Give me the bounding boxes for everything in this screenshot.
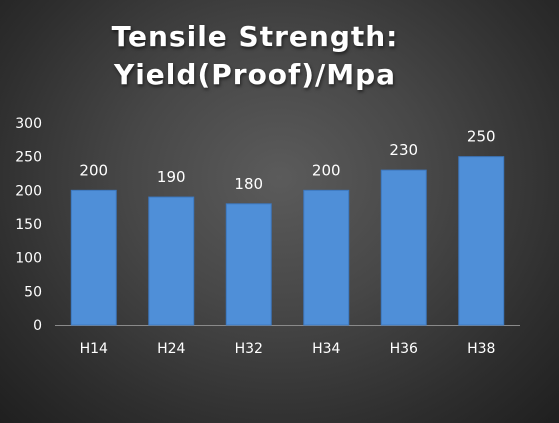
chart-title-line-1: Tensile Strength:	[111, 20, 399, 53]
y-tick-label: 150	[15, 217, 42, 233]
x-tick-label-h34: H34	[312, 341, 340, 357]
bar-h34	[303, 189, 350, 326]
y-tick-label: 0	[33, 318, 42, 334]
data-label-h34: 200	[312, 161, 341, 179]
bar-h38	[458, 156, 505, 326]
data-label-h14: 200	[79, 161, 108, 179]
x-tick-label-h24: H24	[157, 341, 185, 357]
y-tick-label: 50	[24, 284, 42, 300]
chart-title-line-2: Yield(Proof)/Mpa	[113, 58, 397, 91]
y-tick-label: 250	[15, 150, 42, 166]
x-tick-label-h14: H14	[80, 341, 108, 357]
bar-h32	[225, 203, 272, 326]
data-label-h36: 230	[389, 141, 418, 159]
data-label-h24: 190	[157, 168, 186, 186]
y-tick-label: 300	[15, 116, 42, 132]
y-tick-label: 200	[15, 183, 42, 199]
x-tick-label-h38: H38	[467, 341, 495, 357]
x-tick-label-h32: H32	[235, 341, 263, 357]
data-label-h38: 250	[467, 128, 496, 146]
bar-h14	[70, 189, 117, 326]
x-tick-label-h36: H36	[390, 341, 418, 357]
chart-title: Tensile Strength: Yield(Proof)/Mpa	[0, 18, 510, 94]
bar-h36	[380, 169, 427, 326]
bar-h24	[148, 196, 195, 326]
data-label-h32: 180	[234, 175, 263, 193]
y-tick-label: 100	[15, 251, 42, 267]
